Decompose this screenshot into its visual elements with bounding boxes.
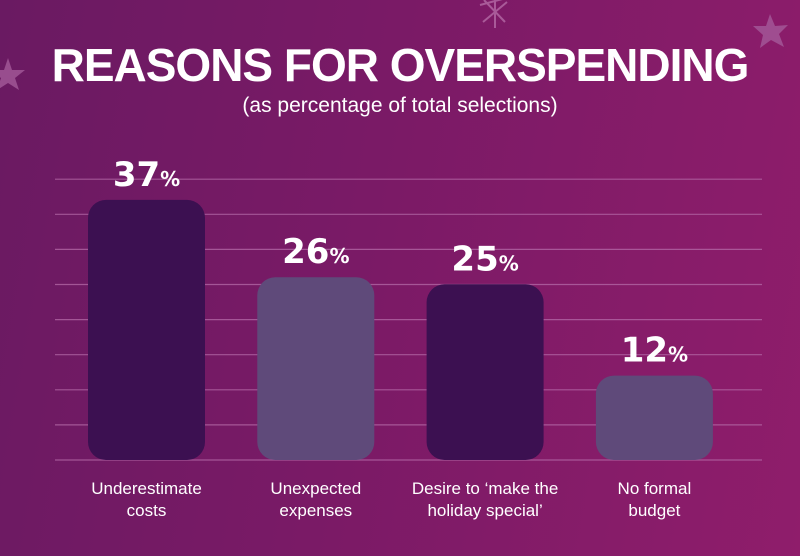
data-label-unit: %: [329, 244, 349, 268]
star-icon: [0, 58, 25, 90]
data-label: 25%: [451, 239, 518, 279]
category-label-line: No formal: [617, 479, 692, 498]
category-label-line: costs: [126, 501, 167, 520]
star-icon: [753, 14, 788, 48]
category-label: Unexpected expenses: [231, 478, 401, 522]
data-label-value: 26: [282, 232, 329, 272]
category-label-line: budget: [628, 501, 681, 520]
category-label-line: Desire to ‘make the: [411, 479, 559, 498]
category-label-line: Underestimate: [91, 479, 202, 498]
category-label-line: expenses: [279, 501, 353, 520]
category-label-line: Unexpected: [270, 479, 362, 498]
data-label-unit: %: [499, 251, 519, 275]
data-label: 26%: [282, 232, 349, 272]
bar: [257, 277, 375, 460]
data-label: 37%: [113, 155, 180, 195]
data-label: 12%: [621, 331, 688, 371]
data-label-value: 12: [621, 331, 668, 371]
category-label: Underestimate costs: [62, 478, 232, 522]
chart-subtitle: (as percentage of total selections): [242, 94, 558, 117]
bar: [426, 284, 544, 460]
category-label: Desire to ‘make the holiday special’: [400, 478, 570, 522]
bar: [88, 199, 205, 460]
bar: [595, 375, 713, 460]
data-label-value: 37: [113, 155, 160, 195]
data-label-unit: %: [160, 167, 180, 191]
data-label-value: 25: [451, 239, 498, 279]
chart-title: REASONS FOR OVERSPENDING: [51, 39, 750, 91]
sparkle-icon: [479, 0, 508, 28]
category-label: No formal budget: [569, 478, 739, 522]
category-label-line: holiday special’: [427, 501, 543, 520]
data-label-unit: %: [668, 343, 688, 367]
